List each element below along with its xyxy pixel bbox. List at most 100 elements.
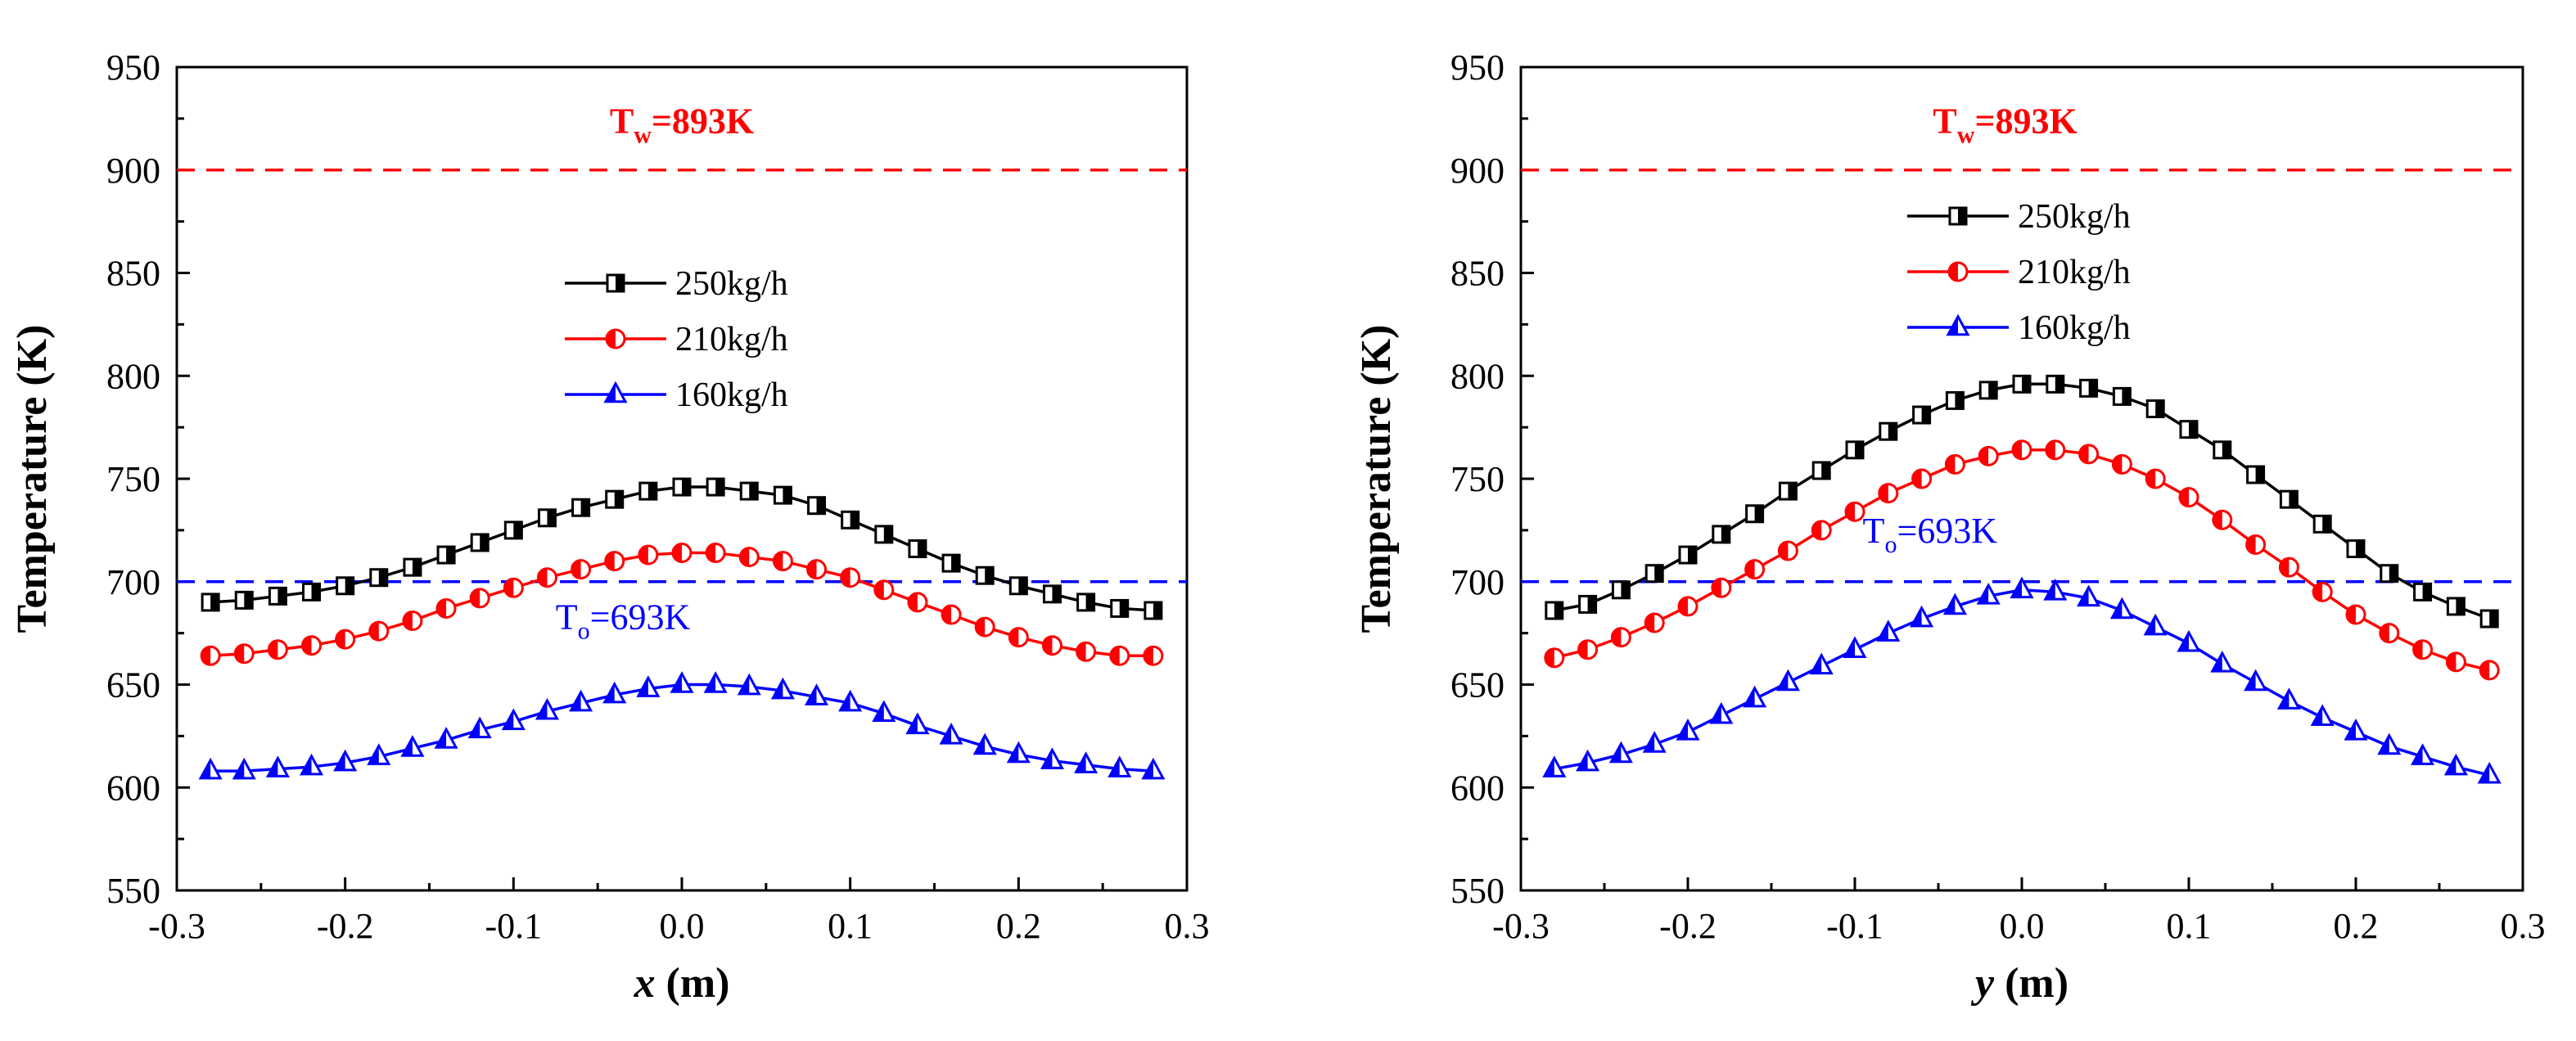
data-point (1144, 601, 1163, 620)
legend-item: 250kg/h (565, 265, 788, 303)
data-point (571, 559, 592, 580)
data-point (1910, 605, 1934, 628)
data-point (907, 592, 928, 613)
data-point (201, 593, 220, 612)
data-point (1110, 598, 1130, 618)
x-tick-label: 0.0 (2000, 906, 2045, 946)
data-point (2010, 576, 2034, 599)
data-point (2279, 489, 2299, 509)
y-tick-label: 550 (106, 871, 160, 911)
data-point (805, 683, 829, 705)
data-point (268, 586, 287, 606)
data-point (2079, 378, 2099, 398)
x-tick-label: 0.2 (996, 906, 1041, 946)
data-point (874, 525, 894, 544)
data-point (2245, 534, 2267, 555)
y-tick-label: 750 (1450, 459, 1505, 499)
data-point (2310, 704, 2335, 727)
data-point (672, 477, 692, 497)
data-point (1811, 461, 1831, 480)
data-point (2278, 557, 2299, 578)
data-point (234, 590, 254, 610)
legend-marker (1947, 261, 1969, 282)
data-point (2212, 509, 2233, 530)
data-point (2276, 687, 2301, 710)
data-point (1911, 468, 1933, 489)
data-point (2177, 629, 2201, 652)
data-point (300, 753, 324, 776)
y-tick-label: 800 (1450, 356, 1505, 396)
legend-marker (1948, 206, 1968, 226)
data-point (335, 629, 356, 650)
data-point (436, 545, 456, 565)
legend: 250kg/h 210kg/h 160kg/h (1907, 198, 2131, 347)
x-axis-label: y (m) (1970, 960, 2068, 1007)
data-point (807, 496, 827, 516)
data-point (2109, 597, 2134, 620)
data-point (435, 597, 457, 619)
data-point (2012, 374, 2032, 394)
data-point (1743, 685, 1767, 708)
data-point (333, 749, 358, 772)
data-point (336, 576, 355, 596)
legend-item: 160kg/h (565, 376, 788, 414)
data-point (638, 481, 658, 501)
data-point (267, 639, 288, 660)
data-point (368, 620, 390, 642)
data-point (1608, 741, 1633, 764)
x-tick-label: 0.1 (828, 906, 873, 946)
data-point (770, 677, 795, 700)
data-point (1578, 594, 1598, 614)
data-point (705, 543, 726, 564)
data-point (1942, 593, 1967, 615)
data-point (838, 689, 863, 712)
data-point (434, 727, 458, 749)
data-point (501, 708, 526, 731)
data-point (1006, 741, 1031, 764)
data-point (2111, 453, 2132, 475)
data-point (908, 539, 927, 559)
y-tick-label: 700 (1450, 562, 1505, 602)
data-point (2380, 564, 2399, 584)
data-point (2112, 386, 2132, 406)
data-point (605, 489, 625, 509)
data-point (535, 697, 559, 720)
legend-item: 210kg/h (565, 321, 788, 358)
data-point (198, 757, 223, 780)
data-point (1745, 504, 1765, 524)
data-point (1912, 405, 1932, 425)
data-point (233, 643, 255, 665)
data-point (1976, 583, 2001, 605)
data-point (2413, 582, 2433, 602)
data-point (1545, 601, 1564, 620)
data-point (1809, 652, 1834, 675)
data-point (671, 543, 692, 564)
series-210kg/h (200, 543, 1164, 666)
y-tick-label: 650 (1450, 665, 1505, 705)
y-tick-label: 750 (106, 459, 160, 499)
data-point (2078, 444, 2100, 465)
legend-marker (605, 328, 626, 349)
data-point (772, 551, 793, 572)
x-tick-label: 0.0 (660, 906, 705, 946)
data-point (2213, 440, 2232, 460)
y-axis-label: Temperature (K) (9, 325, 56, 633)
data-point (536, 567, 557, 588)
series-160kg/h (1542, 576, 2502, 784)
legend-item: 160kg/h (1907, 309, 2131, 347)
data-point (636, 675, 661, 697)
y-tick-label: 550 (1450, 871, 1505, 911)
legend-label: 160kg/h (2018, 309, 2131, 347)
data-point (2143, 613, 2168, 636)
legend-marker (603, 381, 628, 403)
data-point (1611, 580, 1631, 600)
data-point (1141, 757, 1166, 780)
data-point (1008, 576, 1028, 596)
data-point (2445, 651, 2466, 673)
data-point (872, 700, 896, 723)
data-point (1944, 453, 1965, 475)
data-point (2377, 732, 2402, 755)
data-point (1775, 669, 1800, 692)
data-point (2179, 420, 2199, 439)
